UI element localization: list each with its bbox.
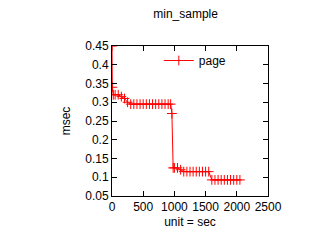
svg-text:0.05: 0.05 (85, 189, 109, 203)
svg-text:0.1: 0.1 (92, 170, 109, 184)
svg-text:500: 500 (133, 200, 153, 214)
svg-text:0.2: 0.2 (92, 133, 109, 147)
svg-text:2000: 2000 (223, 200, 250, 214)
svg-text:page: page (199, 54, 226, 68)
svg-text:0: 0 (109, 200, 116, 214)
svg-text:0.35: 0.35 (85, 77, 109, 91)
svg-text:1500: 1500 (192, 200, 219, 214)
svg-text:0.4: 0.4 (92, 58, 109, 72)
svg-text:msec: msec (59, 107, 73, 136)
svg-text:0.25: 0.25 (85, 114, 109, 128)
svg-text:0.3: 0.3 (92, 95, 109, 109)
svg-text:2500: 2500 (255, 200, 282, 214)
svg-text:0.15: 0.15 (85, 152, 109, 166)
svg-text:0.45: 0.45 (85, 39, 109, 53)
svg-text:min_sample: min_sample (153, 7, 218, 21)
svg-text:1000: 1000 (161, 200, 188, 214)
svg-text:unit = sec: unit = sec (164, 215, 216, 229)
